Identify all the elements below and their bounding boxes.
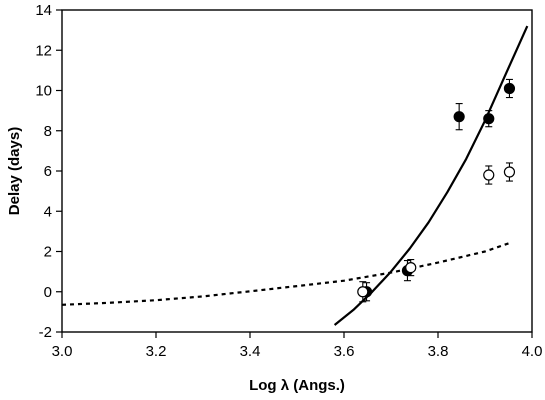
- y-tick-label: -2: [39, 324, 52, 341]
- y-tick-label: 14: [35, 2, 52, 19]
- filled-data-point: [483, 113, 495, 125]
- x-tick-label: 3.6: [334, 343, 355, 360]
- plot-frame: [61, 9, 533, 333]
- x-axis-label: Log λ (Angs.): [249, 377, 345, 394]
- x-tick-label: 3.0: [52, 343, 73, 360]
- solid-fit-curve: [333, 25, 529, 326]
- y-tick-label: 6: [44, 163, 52, 180]
- filled-data-point: [453, 111, 465, 123]
- open-data-point: [357, 286, 369, 298]
- y-tick-label: 4: [44, 203, 52, 220]
- y-tick-label: 0: [44, 284, 52, 301]
- x-axis-ticks: 3.0 3.2 3.4 3.6 3.8 4.0: [52, 332, 543, 360]
- data-points: [357, 78, 516, 303]
- open-data-point: [405, 262, 417, 274]
- y-tick-label: 12: [35, 42, 52, 59]
- y-tick-label: 10: [35, 83, 52, 100]
- open-data-point: [483, 169, 495, 181]
- filled-data-point: [503, 82, 516, 95]
- x-tick-label: 4.0: [522, 343, 543, 360]
- fit-curves: [61, 25, 529, 326]
- y-tick-label: 2: [44, 244, 52, 261]
- open-data-point: [503, 166, 516, 178]
- y-tick-label: 8: [44, 123, 52, 140]
- y-axis-label: Delay (days): [6, 127, 23, 215]
- dotted-model-curve: [61, 242, 509, 306]
- x-tick-label: 3.4: [240, 343, 261, 360]
- x-tick-label: 3.8: [428, 343, 449, 360]
- y-axis-ticks: -2 0 2 4 6 8 10 12 14: [35, 2, 62, 341]
- x-tick-label: 3.2: [146, 343, 167, 360]
